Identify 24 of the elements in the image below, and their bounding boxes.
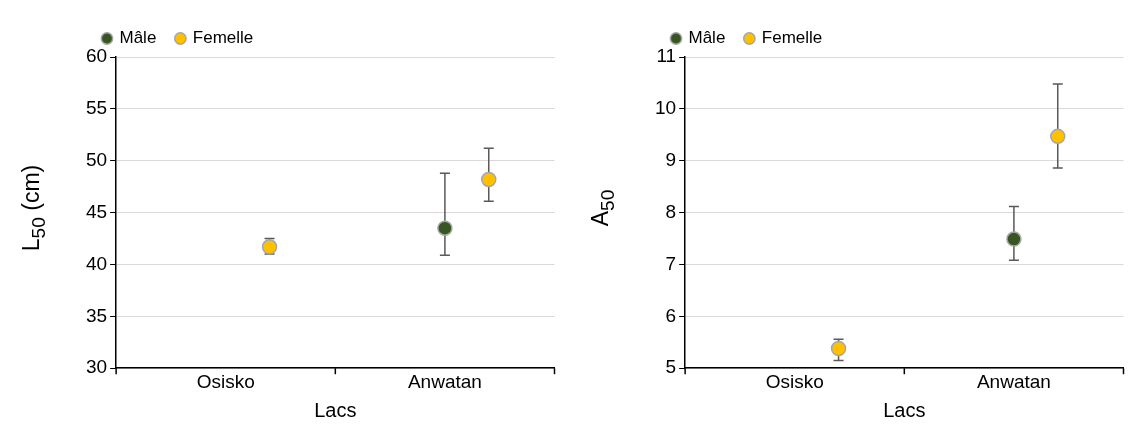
y-tick-label: 45	[85, 200, 108, 222]
legend-label: Mâle	[688, 28, 726, 48]
y-tick-label: 50	[85, 148, 108, 170]
x-tick-label: Osisko	[196, 370, 255, 392]
y-tick-label: 10	[654, 97, 677, 119]
x-tick-label: Osisko	[765, 370, 824, 392]
legend-label: Mâle	[119, 28, 157, 48]
y-tick-label: 8	[665, 200, 677, 222]
x-axis-title: Lacs	[314, 398, 357, 421]
y-tick-label: 6	[665, 304, 677, 326]
y-tick-label: 40	[85, 252, 108, 274]
y-tick-label: 55	[85, 97, 108, 119]
y-tick-label: 7	[665, 252, 677, 274]
y-tick-label: 60	[85, 45, 108, 67]
legend-label: Femelle	[192, 28, 254, 48]
y-tick-label: 30	[85, 356, 108, 378]
x-tick-label: Anwatan	[976, 370, 1051, 392]
x-axis-title: Lacs	[883, 398, 926, 421]
y-tick-label: 5	[665, 356, 677, 378]
x-tick-label: Anwatan	[407, 370, 482, 392]
y-tick-label: 35	[85, 304, 108, 326]
y-tick-label: 11	[656, 45, 677, 67]
legend-label: Femelle	[761, 28, 823, 48]
y-tick-label: 9	[665, 148, 677, 170]
